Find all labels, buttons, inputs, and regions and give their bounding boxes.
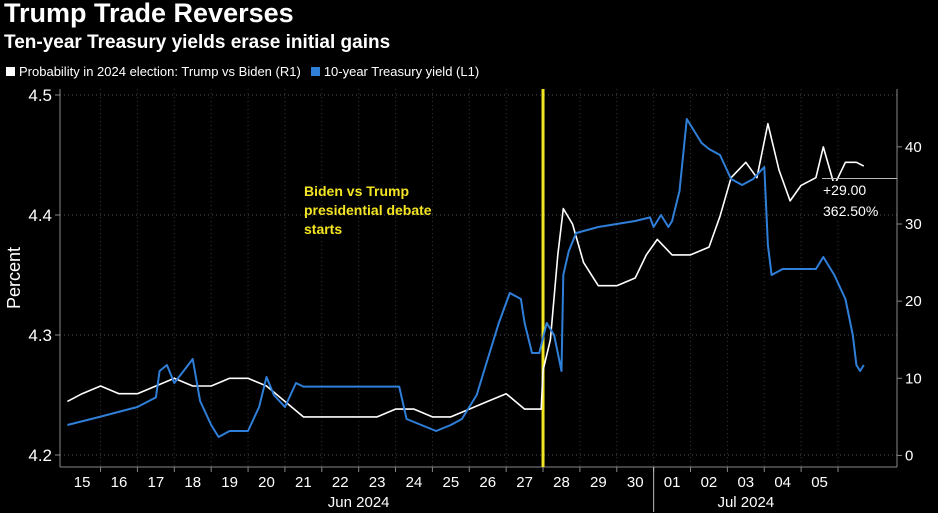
x-tick-label: 17 bbox=[148, 474, 165, 491]
right-tick-label: 30 bbox=[905, 216, 922, 233]
gridlines bbox=[60, 89, 897, 467]
legend-label-probability: Probability in 2024 election: Trump vs B… bbox=[19, 64, 301, 79]
x-tick-label: 16 bbox=[111, 474, 128, 491]
legend-item-yield: 10-year Treasury yield (L1) bbox=[310, 64, 480, 79]
left-tick-label: 4.3 bbox=[28, 326, 52, 345]
annotation-line-1: Biden vs Trump bbox=[304, 183, 409, 199]
legend: Probability in 2024 election: Trump vs B… bbox=[6, 64, 479, 79]
left-axis-label: Percent bbox=[4, 247, 24, 309]
x-tick-label: 28 bbox=[553, 474, 570, 491]
annotation-line-2: presidential debate bbox=[304, 202, 432, 218]
x-tick-label: 05 bbox=[811, 474, 828, 491]
x-tick-label: 19 bbox=[221, 474, 238, 491]
x-group-label: Jul 2024 bbox=[717, 494, 774, 511]
chart-subtitle: Ten-year Treasury yields erase initial g… bbox=[4, 32, 391, 53]
left-tick-label: 4.4 bbox=[28, 206, 52, 225]
legend-item-probability: Probability in 2024 election: Trump vs B… bbox=[6, 64, 301, 79]
x-tick-label: 03 bbox=[737, 474, 754, 491]
last-value-pct: 362.50% bbox=[823, 203, 878, 219]
x-tick-label: 04 bbox=[774, 474, 791, 491]
right-tick-label: 20 bbox=[905, 293, 922, 310]
x-tick-label: 20 bbox=[258, 474, 275, 491]
left-axis: 4.2 4.3 4.4 4.5 Percent bbox=[4, 86, 61, 467]
last-value-change: +29.00 bbox=[823, 182, 866, 198]
x-axis: 15 16 17 18 19 20 21 22 23 24 25 26 27 28 29 30 01 02 03 04… bbox=[60, 466, 897, 512]
right-tick-label: 40 bbox=[905, 139, 922, 156]
series-line-probability bbox=[67, 122, 865, 418]
x-tick-label: 01 bbox=[664, 474, 681, 491]
x-tick-label: 24 bbox=[406, 474, 423, 491]
x-tick-label: 25 bbox=[443, 474, 460, 491]
right-axis: 0 10 20 30 40 bbox=[896, 89, 922, 467]
left-tick-label: 4.2 bbox=[28, 446, 52, 465]
legend-swatch-probability bbox=[6, 67, 15, 76]
chart-title: Trump Trade Reverses bbox=[4, 0, 294, 28]
annotation-line-3: starts bbox=[304, 221, 342, 237]
x-tick-label: 15 bbox=[74, 474, 91, 491]
x-tick-label: 29 bbox=[590, 474, 607, 491]
series-line-yield bbox=[67, 118, 865, 438]
legend-swatch-yield bbox=[310, 67, 320, 76]
x-tick-label: 22 bbox=[332, 474, 349, 491]
x-tick-label: 23 bbox=[369, 474, 386, 491]
right-tick-label: 0 bbox=[905, 447, 913, 464]
x-tick-label: 02 bbox=[701, 474, 718, 491]
x-tick-label: 26 bbox=[479, 474, 496, 491]
x-tick-label: 21 bbox=[295, 474, 312, 491]
left-tick-label: 4.5 bbox=[28, 86, 52, 105]
last-value-box bbox=[819, 181, 865, 221]
x-tick-label: 30 bbox=[627, 474, 644, 491]
x-group-label: Jun 2024 bbox=[328, 494, 390, 511]
right-tick-label: 10 bbox=[905, 370, 922, 387]
x-tick-label: 18 bbox=[184, 474, 201, 491]
x-tick-label: 27 bbox=[516, 474, 533, 491]
legend-label-yield: 10-year Treasury yield (L1) bbox=[323, 64, 480, 79]
